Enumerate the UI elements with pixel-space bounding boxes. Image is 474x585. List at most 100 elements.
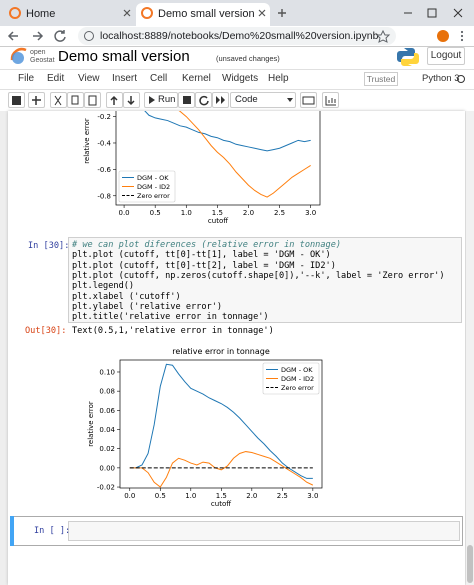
legend-label: DGM - ID2 — [137, 183, 170, 191]
icon — [88, 95, 97, 106]
close-window[interactable] — [453, 8, 463, 18]
icons — [7, 7, 465, 106]
reload[interactable] — [54, 30, 66, 42]
y-axis-label: relative error — [87, 401, 95, 447]
url[interactable]: localhost:8889/notebooks/Demo%20small%20… — [100, 30, 379, 42]
menu-item[interactable]: View — [78, 73, 100, 84]
y-axis-label: relative error — [83, 118, 91, 164]
legend-box — [118, 170, 176, 203]
menu-item[interactable]: Widgets — [222, 73, 259, 84]
new-tab[interactable] — [278, 9, 286, 17]
paste-button[interactable] — [84, 92, 101, 108]
nav-arrows[interactable] — [7, 31, 44, 41]
icon — [54, 95, 62, 106]
trusted-indicator[interactable]: Trusted — [364, 72, 398, 86]
icon — [71, 95, 79, 105]
menu-item[interactable]: Kernel — [182, 73, 211, 84]
x-tick-label: 0.5 — [155, 492, 166, 500]
output-prompt: Out[30]: — [25, 326, 67, 336]
legend-label: Zero error — [281, 384, 314, 392]
icon — [302, 96, 315, 105]
info-icon[interactable] — [84, 31, 94, 41]
divider — [0, 89, 474, 90]
input-prompt: In [ ]: — [34, 526, 71, 536]
icon — [325, 96, 336, 106]
series-line — [144, 111, 311, 152]
scrollbar-thumb[interactable] — [467, 545, 473, 583]
x-tick-label: 2.5 — [277, 492, 288, 500]
series-line — [129, 451, 314, 488]
tab-title[interactable]: Home — [26, 8, 56, 20]
y-tick-label: 0.0 — [100, 87, 111, 95]
code-line: plt.plot (cutoff, tt[0]-tt[1], label = '… — [72, 250, 331, 261]
copy-button[interactable] — [67, 92, 84, 108]
legend-box — [262, 362, 320, 395]
restart-run-button[interactable] — [212, 92, 229, 108]
icon — [110, 95, 135, 106]
legend-label: DGM - OK — [137, 174, 169, 182]
maximize[interactable] — [427, 8, 437, 18]
series-line — [129, 363, 313, 479]
logo — [12, 52, 24, 64]
icon — [183, 96, 191, 104]
scrollbar[interactable] — [466, 111, 474, 585]
code-line: plt.plot (cutoff, np.zeros(cutoff.shape[… — [72, 270, 445, 281]
icon — [32, 96, 41, 105]
x-tick-label: 1.0 — [181, 209, 192, 217]
tab-icon — [141, 7, 153, 19]
star[interactable] — [375, 29, 391, 43]
axes-frame — [115, 111, 321, 206]
x-tick-label: 1.5 — [216, 492, 227, 500]
save-status: (unsaved changes) — [216, 54, 280, 63]
code-line: plt.plot (cutoff, tt[0]-tt[2], label = '… — [72, 260, 336, 271]
avatar[interactable] — [437, 30, 449, 42]
icon — [216, 96, 225, 104]
series-line — [178, 111, 311, 198]
x-tick-label: 1.5 — [212, 209, 223, 217]
y-tick-label: 0.04 — [99, 426, 115, 434]
x-tick-label: 3.0 — [305, 209, 316, 217]
y-tick-label: -0.6 — [97, 166, 111, 174]
address-bar[interactable] — [78, 27, 396, 45]
active-tab[interactable] — [136, 3, 270, 26]
code-input[interactable] — [68, 237, 462, 323]
y-tick-label: 0.02 — [99, 445, 115, 453]
legend-label: DGM - ID2 — [281, 375, 314, 383]
y-tick-label: 0.08 — [99, 388, 115, 396]
tab-close[interactable] — [123, 9, 266, 17]
output-text: Text(0.5,1,'relative error in tonnage') — [72, 326, 274, 336]
kernel-name: Python 3 — [422, 73, 460, 84]
menu-item[interactable]: File — [18, 73, 35, 84]
y-tick-label: -0.2 — [97, 113, 111, 121]
x-tick-label: 1.0 — [185, 492, 196, 500]
kernel-status — [457, 75, 465, 83]
icon — [287, 98, 293, 102]
menu-item[interactable]: Cell — [150, 73, 168, 84]
cell-type-select[interactable]: Code — [230, 92, 296, 108]
charts: 0.0 0.5 1.0 1.5 2.0 2.5 3.0 -0.8 -0.6 -0.4 -0.2 0.0… — [76, 87, 332, 515]
selection-bar — [10, 516, 14, 546]
code-line: plt.ylabel ('relative error') — [72, 301, 223, 312]
code-line: plt.legend() — [72, 281, 135, 292]
tab-title[interactable]: Demo small version — [158, 8, 255, 20]
logout-button[interactable]: Logout — [427, 47, 465, 65]
restart-button[interactable] — [195, 92, 212, 108]
python-logo — [397, 48, 415, 62]
code-line: # we can plot diferences (relative error… — [72, 240, 342, 250]
notebook-title[interactable]: Demo small version — [58, 48, 190, 65]
x-tick-label: 2.5 — [274, 209, 285, 217]
code-input[interactable] — [68, 521, 460, 541]
menu-item[interactable]: Help — [268, 73, 289, 84]
x-axis-label: cutoff — [208, 217, 228, 225]
run-button[interactable]: Run — [144, 92, 178, 108]
logo-text: Geostat — [30, 57, 55, 64]
menu-item[interactable]: Insert — [112, 73, 138, 84]
y-tick-label: 0.06 — [99, 407, 115, 415]
menu-item[interactable]: Edit — [47, 73, 65, 84]
logo-text: open — [30, 49, 46, 56]
input-prompt: In [30]: — [28, 241, 70, 251]
code-line: plt.xlabel ('cutoff') — [72, 291, 181, 302]
x-tick-label: 0.0 — [124, 492, 135, 500]
x-axis-label: cutoff — [211, 500, 231, 508]
